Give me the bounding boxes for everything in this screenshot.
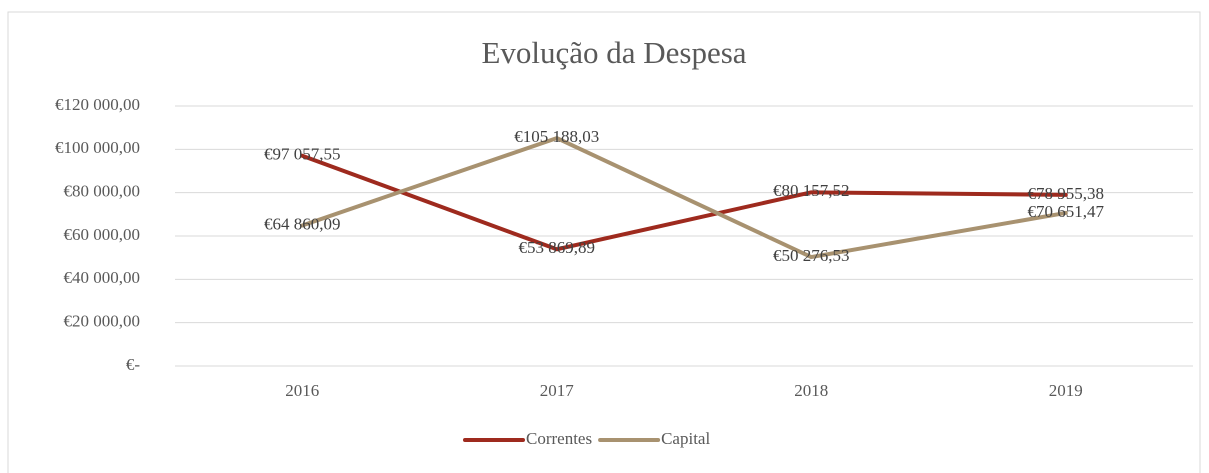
data-label: €78 955,38 [1028,184,1105,203]
chart-title: Evolução da Despesa [481,35,746,70]
data-label: €64 860,09 [264,214,341,233]
legend-label: Capital [661,429,710,448]
y-tick-label: €80 000,00 [64,182,141,201]
legend-label: Correntes [526,429,592,448]
x-tick-label: 2016 [285,381,319,400]
x-tick-label: 2017 [540,381,575,400]
y-tick-label: €20 000,00 [64,312,141,331]
chart-border [7,11,1201,473]
y-tick-label: €60 000,00 [64,225,141,244]
data-label: €70 651,47 [1028,202,1105,221]
y-tick-label: €120 000,00 [55,95,140,114]
data-label: €97 057,55 [264,145,341,164]
data-label: €50 276,53 [773,246,850,265]
data-label: €80 157,52 [773,181,850,200]
x-tick-label: 2019 [1049,381,1083,400]
x-tick-label: 2018 [794,381,828,400]
data-label: €53 869,89 [519,238,596,257]
y-tick-label: €- [126,355,141,374]
y-tick-label: €40 000,00 [64,268,141,287]
series-line [300,153,1068,252]
series-line [300,136,1068,260]
data-label: €105 188,03 [514,127,599,146]
y-tick-label: €100 000,00 [55,138,140,157]
